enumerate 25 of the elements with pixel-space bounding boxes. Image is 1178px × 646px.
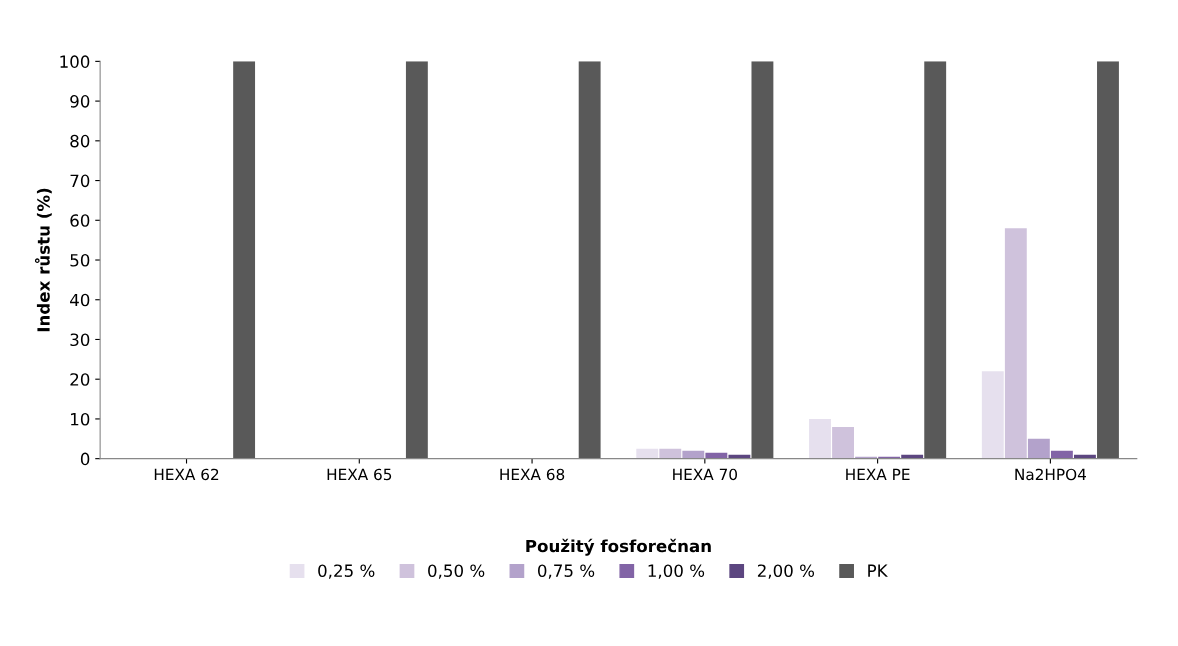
- legend-label: 0,50 %: [428, 564, 485, 579]
- y-tick-label: 30: [70, 333, 90, 347]
- y-tick-label: 90: [70, 95, 90, 108]
- legend-label: 2,00 %: [757, 564, 815, 579]
- y-tick-label: 40: [70, 293, 90, 307]
- x-tick-label: HEXA 62: [154, 468, 219, 481]
- legend-label: 0,25 %: [318, 564, 375, 579]
- y-tick-label: 80: [70, 134, 90, 148]
- y-tick-label: 70: [70, 174, 90, 188]
- y-axis-title: Index růstu (%): [34, 188, 52, 332]
- y-tick-label: 20: [70, 373, 90, 386]
- x-tick-label: HEXA 70: [673, 468, 737, 481]
- x-tick-label: HEXA 65: [327, 468, 392, 481]
- x-axis-title: Použitý fosforečnan: [526, 538, 711, 556]
- legend-label: 1,00 %: [648, 564, 705, 579]
- legend-label: 0,75 %: [537, 564, 595, 579]
- y-tick-label: 50: [70, 253, 90, 267]
- legend-label: PK: [868, 564, 888, 577]
- y-tick-label: 100: [60, 55, 90, 68]
- y-tick-label: 60: [70, 214, 90, 227]
- y-tick-label: 10: [71, 412, 90, 426]
- x-tick-label: HEXA PE: [846, 468, 910, 480]
- y-tick-label: 0: [80, 452, 90, 466]
- x-tick-label: Na2HPO4: [1015, 468, 1086, 481]
- x-tick-label: HEXA 68: [500, 468, 565, 481]
